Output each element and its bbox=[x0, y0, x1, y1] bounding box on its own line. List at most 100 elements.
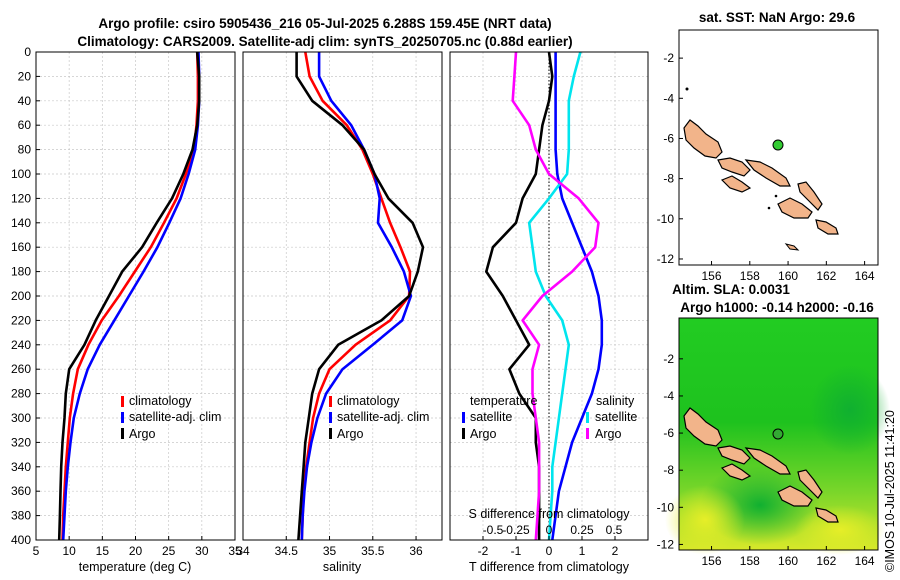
legend-s-satellite-label: satellite bbox=[595, 410, 637, 424]
x-tick-label: 20 bbox=[129, 544, 143, 558]
island-makira bbox=[815, 507, 839, 523]
map-x-tick-label: 162 bbox=[816, 554, 836, 568]
x-tick-label: 35 bbox=[323, 544, 337, 558]
satellite-adj-clim-line bbox=[300, 52, 413, 541]
argo-float-marker bbox=[772, 139, 784, 151]
legend-satellite-swatch bbox=[121, 412, 124, 423]
x-tick-label: -2 bbox=[478, 544, 489, 558]
islet bbox=[767, 206, 771, 210]
legend-argo-swatch bbox=[329, 428, 332, 439]
argo-float-marker bbox=[772, 428, 784, 440]
legend-s-argo-swatch bbox=[586, 428, 589, 439]
x-tick-label: 35.5 bbox=[361, 544, 385, 558]
legend-argo-label: Argo bbox=[129, 427, 155, 441]
y-tick-label: 60 bbox=[18, 118, 32, 132]
legend-climatology-swatch bbox=[329, 396, 332, 407]
y-tick-label: 380 bbox=[11, 509, 31, 523]
x-tick-label: 34 bbox=[236, 544, 250, 558]
map-x-tick-label: 158 bbox=[740, 554, 760, 568]
island-malaita bbox=[797, 469, 823, 499]
legend-temperature-title: temperature bbox=[470, 394, 537, 408]
sst-map: sat. SST: NaN Argo: 29.6 156 158 160 162 164… bbox=[657, 10, 879, 283]
y-tick-label: 80 bbox=[18, 143, 32, 157]
sla-field-high bbox=[810, 365, 890, 455]
map-y-tick-label: -6 bbox=[663, 131, 674, 145]
legend-climatology-label: climatology bbox=[337, 394, 400, 408]
island-choiseul bbox=[717, 445, 751, 465]
argo-line bbox=[57, 51, 201, 541]
y-tick-label: 180 bbox=[11, 265, 31, 279]
legend-t-argo-swatch bbox=[462, 428, 465, 439]
salinity-argo-line bbox=[511, 51, 600, 541]
legend-s-argo-label: Argo bbox=[595, 427, 621, 441]
sla-map: Altim. SLA: 0.0031 Argo h1000: -0.14 h20… bbox=[657, 282, 890, 568]
map-y-tick-label: -4 bbox=[663, 91, 674, 105]
island-bougainville bbox=[683, 407, 723, 447]
map-x-tick-label: 162 bbox=[816, 269, 836, 283]
island-new-georgia bbox=[720, 175, 752, 193]
x-tick-label: -1 bbox=[511, 544, 522, 558]
y-tick-label: 200 bbox=[11, 289, 31, 303]
map-y-tick-label: -2 bbox=[663, 352, 674, 366]
y-tick-label: 220 bbox=[11, 313, 31, 327]
salinity-x-axis-label: salinity bbox=[323, 560, 362, 574]
map-x-tick-label: 164 bbox=[855, 554, 875, 568]
x-tick-label: 0 bbox=[546, 544, 553, 558]
sla-map-title-1: Altim. SLA: 0.0031 bbox=[672, 282, 790, 297]
island-malaita bbox=[797, 181, 823, 211]
island-new-georgia bbox=[720, 463, 752, 481]
x-tick-label: 36 bbox=[409, 544, 423, 558]
map-y-tick-label: -6 bbox=[663, 426, 674, 440]
map-y-tick-label: -4 bbox=[663, 389, 674, 403]
map-x-tick-label: 156 bbox=[702, 269, 722, 283]
y-tick-label: 260 bbox=[11, 362, 31, 376]
y-tick-label: 400 bbox=[11, 533, 31, 547]
y-tick-label: 100 bbox=[11, 167, 31, 181]
y-tick-label: 360 bbox=[11, 484, 31, 498]
sla-field-low bbox=[795, 505, 885, 555]
temperature-legend: climatology satellite-adj. clim Argo bbox=[121, 394, 221, 441]
island-makira bbox=[815, 219, 839, 235]
map-x-tick-label: 164 bbox=[855, 269, 875, 283]
island-guadalcanal bbox=[777, 197, 813, 219]
island-guadalcanal bbox=[777, 485, 813, 507]
x-tick-label: 30 bbox=[195, 544, 209, 558]
y-tick-label: 120 bbox=[11, 191, 31, 205]
legend-s-satellite-swatch bbox=[586, 412, 589, 423]
map-x-tick-label: 160 bbox=[778, 554, 798, 568]
diff-x-axis-label: T difference from climatology bbox=[469, 560, 630, 574]
diff-top-axis-label: S difference from climatology bbox=[469, 507, 631, 521]
x-tick-label: 2 bbox=[612, 544, 619, 558]
legend-argo-swatch bbox=[121, 428, 124, 439]
y-tick-label: 320 bbox=[11, 435, 31, 449]
map-y-tick-label: -10 bbox=[657, 500, 675, 514]
salinity-profile-chart: 34 34.5 35 35.5 36 salinity climatology sate… bbox=[236, 51, 443, 574]
temperature-x-axis-label: temperature (deg C) bbox=[79, 560, 192, 574]
islet bbox=[774, 194, 778, 198]
map-y-tick-label: -12 bbox=[657, 537, 675, 551]
y-tick-label: 20 bbox=[18, 69, 32, 83]
y-tick-label: 40 bbox=[18, 94, 32, 108]
top-x-tick-label: -0.5 bbox=[483, 523, 504, 537]
x-tick-label: 1 bbox=[579, 544, 586, 558]
imos-credit: ©IMOS 10-Jul-2025 11:41:20 bbox=[883, 410, 897, 572]
legend-satellite-label: satellite-adj. clim bbox=[129, 410, 221, 424]
x-tick-label: 25 bbox=[162, 544, 176, 558]
map-y-tick-label: -8 bbox=[663, 172, 674, 186]
coastline-land bbox=[683, 87, 839, 251]
top-x-tick-label: -0.25 bbox=[502, 523, 530, 537]
legend-t-argo-label: Argo bbox=[470, 427, 496, 441]
title-line-2: Climatology: CARS2009. Satellite-adj cli… bbox=[77, 34, 572, 49]
legend-t-satellite-swatch bbox=[462, 412, 465, 423]
island-santa-isabel bbox=[744, 447, 791, 475]
island-santa-isabel bbox=[744, 159, 791, 187]
map-y-tick-label: -10 bbox=[657, 212, 675, 226]
y-tick-label: 140 bbox=[11, 216, 31, 230]
map-x-tick-label: 158 bbox=[740, 269, 760, 283]
title-line-1: Argo profile: csiro 5905436_216 05-Jul-2… bbox=[98, 16, 551, 31]
island-bougainville bbox=[683, 119, 723, 159]
top-x-tick-label: 0.25 bbox=[570, 523, 594, 537]
top-x-tick-label: 0.5 bbox=[606, 523, 623, 537]
legend-climatology-swatch bbox=[121, 396, 124, 407]
x-tick-label: 15 bbox=[96, 544, 110, 558]
